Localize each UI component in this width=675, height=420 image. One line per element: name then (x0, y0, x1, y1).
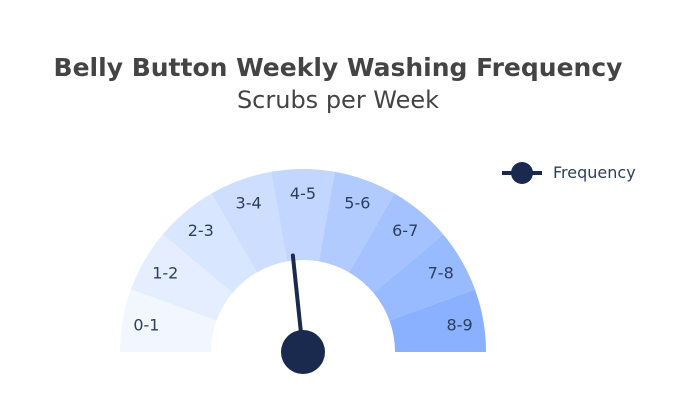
gauge-tick-label: 2-3 (188, 221, 214, 240)
chart-subtitle: Scrubs per Week (237, 86, 439, 114)
gauge-tick-label: 5-6 (344, 194, 370, 213)
gauge-hub (281, 330, 325, 374)
chart-title: Belly Button Weekly Washing Frequency (54, 53, 623, 82)
gauge-labels: 0-1 1-2 2-3 3-4 4-5 5-6 6-7 7-8 8-9 (133, 184, 472, 334)
gauge-segments (120, 169, 486, 352)
legend-label: Frequency (553, 163, 636, 182)
gauge-tick-label: 4-5 (290, 184, 316, 203)
gauge-segment-4-5 (271, 169, 335, 262)
gauge-segment-0-1 (120, 289, 217, 352)
gauge-segment-8-9 (389, 289, 486, 352)
gauge-segment-1-2 (131, 234, 233, 321)
gauge-segment-2-3 (162, 193, 257, 293)
gauge-tick-label: 6-7 (392, 221, 418, 240)
gauge-segment-5-6 (318, 171, 395, 273)
legend-marker-icon (511, 162, 533, 184)
gauge-segment-6-7 (349, 193, 444, 293)
gauge-tick-label: 7-8 (428, 264, 454, 283)
gauge-tick-label: 1-2 (152, 264, 178, 283)
gauge-tick-label: 0-1 (133, 315, 159, 334)
gauge-tick-label: 3-4 (236, 194, 262, 213)
gauge-segment-3-4 (211, 171, 288, 273)
gauge-segment-7-8 (373, 234, 475, 321)
legend[interactable]: Frequency (502, 162, 636, 184)
gauge-tick-label: 8-9 (447, 315, 473, 334)
